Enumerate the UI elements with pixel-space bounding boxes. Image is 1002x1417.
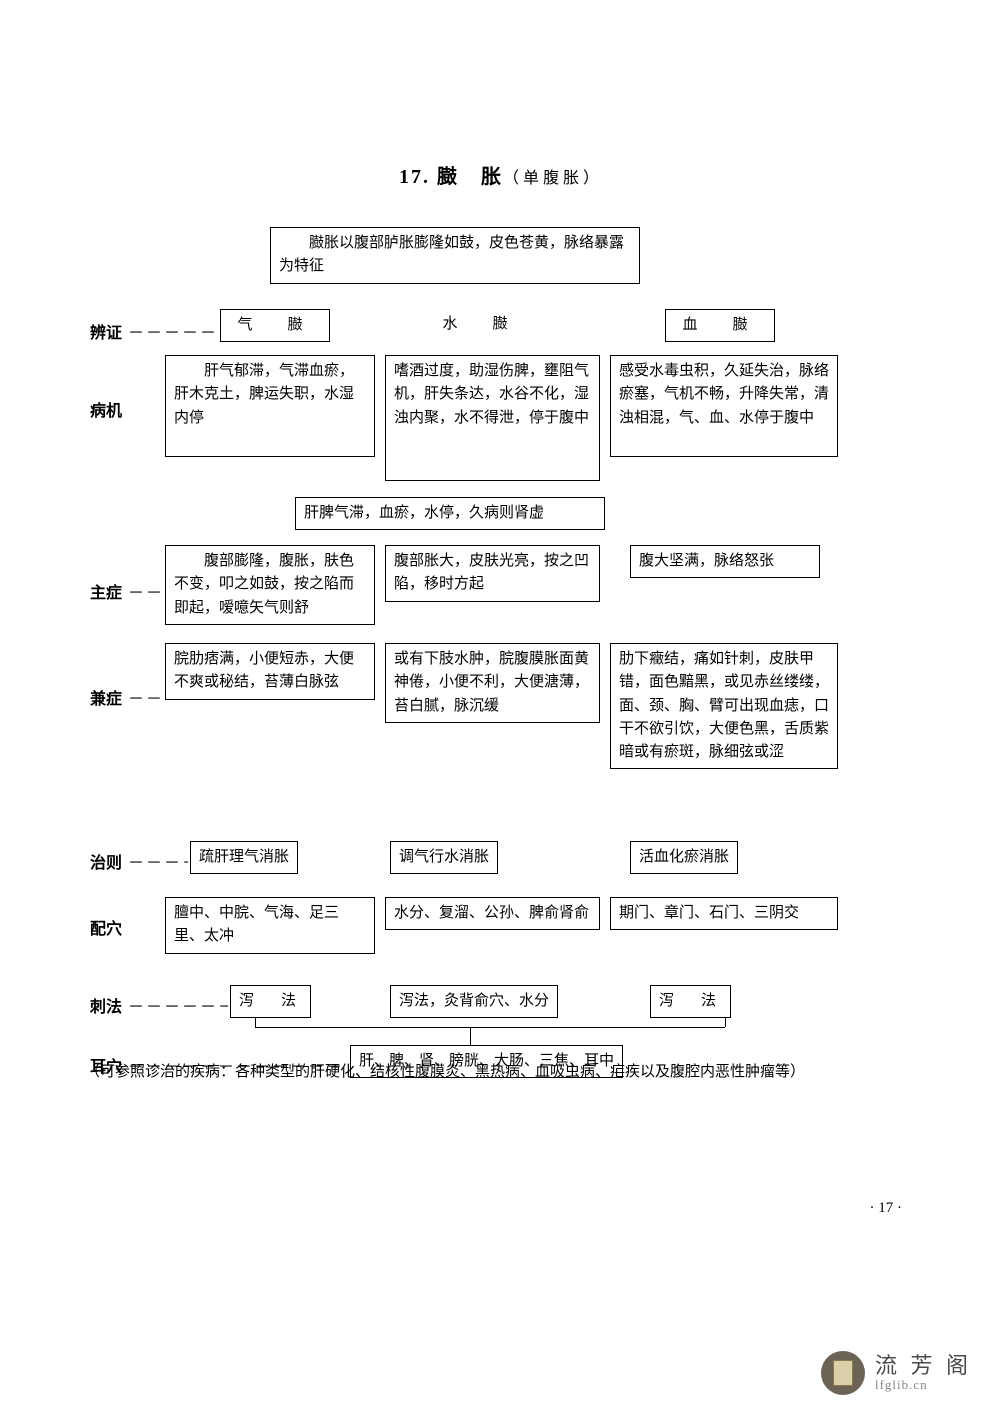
book-icon [821,1351,865,1395]
zhuzheng-c3: 腹大坚满，脉络怒张 [630,545,820,578]
cifa-c1: 泻 法 [230,985,311,1018]
zhuzheng-c1: 腹部膨隆，腹胀，肤色不变，叩之如鼓，按之陷而即起，嗳噫矢气则舒 [165,545,375,625]
dash-bianzheng: －－－－－－ [128,319,218,343]
jianzheng-c2: 或有下肢水肿，脘腹膜胀面黄神倦，小便不利，大便溏薄，苔白腻，脉沉缓 [385,643,600,723]
peixue-c3: 期门、章门、石门、三阴交 [610,897,838,930]
jianzheng-c1: 脘肋痞满，小便短赤，大便不爽或秘结，苔薄白脉弦 [165,643,375,700]
peixue-c2: 水分、复溜、公孙、脾俞肾俞 [385,897,600,930]
col-shui: 水 臌 [425,309,535,340]
dash-cifa: －－－－－－ [128,993,228,1017]
dash-zhize: －－－－－ [128,849,188,873]
definition-box: 臌胀以腹部胪胀膨隆如鼓，皮色苍黄，脉络暴露为特征 [270,227,640,284]
zhize-c3: 活血化瘀消胀 [630,841,738,874]
page: 17. 臌 胀（单腹胀） 臌胀以腹部胪胀膨隆如鼓，皮色苍黄，脉络暴露为特征 辨证… [0,0,1002,1417]
cifa-c2: 泻法，灸背俞穴、水分 [390,985,558,1018]
dash-zhuzheng: －－ [128,579,164,603]
watermark-en: lfglib.cn [875,1378,972,1392]
bingji-mid: 肝脾气滞，血瘀，水停，久病则肾虚 [295,497,605,530]
footnote: （可参照诊治的疾病：各种类型的肝硬化、结核性腹膜炎、黑热病、血吸虫病、疟疾以及腹… [85,1060,922,1086]
page-title: 17. 臌 胀（单腹胀） [70,160,932,189]
watermark-text: 流 芳 阁 lfglib.cn [875,1354,972,1392]
page-number: · 17 · [870,1200,903,1217]
bingji-c1: 肝气郁滞，气滞血瘀，肝木克土，脾运失职，水湿内停 [165,355,375,457]
label-bianzheng: 辨证 [90,319,122,343]
label-bingji: 病机 [90,397,122,421]
bingji-c2: 嗜酒过度，助湿伤脾，壅阻气机，肝失条达，水谷不化，湿浊内聚，水不得泄，停于腹中 [385,355,600,481]
diagram: 臌胀以腹部胪胀膨隆如鼓，皮色苍黄，脉络暴露为特征 辨证 －－－－－－ 气 臌 水… [70,227,932,1167]
peixue-c1: 膻中、中脘、气海、足三里、太冲 [165,897,375,954]
title-sub: （单腹胀） [503,170,603,187]
label-zhuzheng: 主症 [90,579,122,603]
label-jianzheng: 兼症 [90,685,122,709]
dash-jianzheng: －－ [128,685,164,709]
watermark: 流 芳 阁 lfglib.cn [821,1351,972,1395]
bingji-c3: 感受水毒虫积，久延失治，脉络瘀塞，气机不畅，升降失常，清浊相混，气、血、水停于腹… [610,355,838,457]
zhize-c2: 调气行水消胀 [390,841,498,874]
cifa-c3: 泻 法 [650,985,731,1018]
title-main: 17. 臌 胀 [399,166,503,188]
label-zhize: 治则 [90,849,122,873]
zhuzheng-c2: 腹部胀大，皮肤光亮，按之凹陷，移时方起 [385,545,600,602]
watermark-cn: 流 芳 阁 [875,1354,972,1378]
col-qi: 气 臌 [220,309,330,342]
label-cifa: 刺法 [90,993,122,1017]
jianzheng-c3: 肋下癥结，痛如针刺，皮肤甲错，面色黯黑，或见赤丝缕缕，面、颈、胸、臂可出现血痣，… [610,643,838,769]
zhize-c1: 疏肝理气消胀 [190,841,298,874]
col-xue: 血 臌 [665,309,775,342]
label-peixue: 配穴 [90,915,122,939]
